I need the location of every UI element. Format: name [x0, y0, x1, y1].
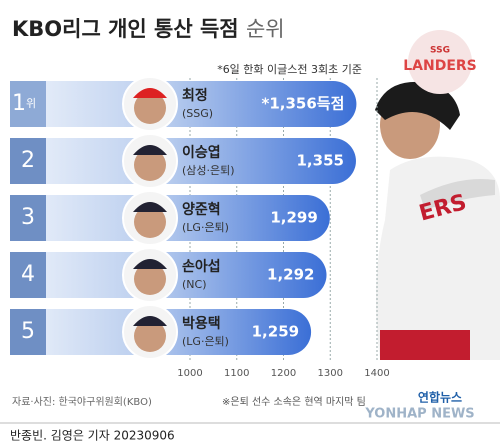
player-team: (SSG): [182, 107, 213, 120]
credit: 반종빈. 김영은 기자 20230906: [10, 429, 175, 443]
player-face: [134, 320, 166, 352]
source: 자료·사진: 한국야구위원회(KBO): [12, 395, 152, 408]
player-name: 박용택: [182, 315, 221, 332]
player-face: [134, 92, 166, 124]
x-tick-label: 1000: [177, 368, 202, 379]
rank-number: 1: [12, 91, 26, 116]
x-tick-label: 1400: [364, 368, 389, 379]
title-suffix: 순위: [246, 17, 285, 41]
rank-label: 1위: [12, 91, 36, 116]
x-tick-label: 1200: [271, 368, 296, 379]
value-label: 1,259: [252, 323, 299, 341]
player-name: 양준혁: [182, 201, 221, 218]
rank-label: 2: [21, 148, 35, 173]
player-name: 이승엽: [182, 144, 221, 161]
value-label: 1,292: [267, 266, 314, 284]
plot: 1000 1100 1200 1300 1400 1위 최정 (SSG) *1,356득점 2 이승…: [10, 76, 390, 379]
team-logo: SSG LANDERS: [403, 30, 477, 94]
value-label: *1,356득점: [262, 95, 345, 113]
rank-box: [10, 309, 46, 355]
title-main: KBO리그 개인 통산 득점: [12, 17, 239, 41]
rank-box: [10, 252, 46, 298]
player-cap: [133, 316, 167, 326]
note: ※은퇴 선수 소속은 현역 마지막 팀: [222, 396, 366, 408]
value-label: 1,299: [270, 209, 317, 227]
player-cap: [133, 259, 167, 269]
rank-label: 4: [21, 262, 35, 287]
player-team: (LG·은퇴): [182, 221, 229, 234]
x-tick-label: 1300: [318, 368, 343, 379]
agency-en: YONHAP NEWS: [364, 407, 474, 422]
logo-top: SSG: [430, 46, 450, 56]
bar: [10, 138, 356, 184]
rank-label: 5: [21, 319, 35, 344]
rank-box: [10, 138, 46, 184]
rank-box: [10, 195, 46, 241]
agency: 연합뉴스: [418, 390, 462, 405]
bar: [10, 81, 357, 127]
player-name: 최정: [182, 87, 208, 104]
player-cap: [133, 202, 167, 212]
player-face: [134, 206, 166, 238]
player-face: [134, 263, 166, 295]
player-team: (삼성·은퇴): [182, 164, 235, 177]
player-cap: [133, 145, 167, 155]
value-label: 1,355: [297, 152, 344, 170]
player-team: (NC): [182, 278, 207, 291]
x-tick-label: 1100: [224, 368, 249, 379]
player-team: (LG·은퇴): [182, 335, 229, 348]
rank-number: 2: [21, 148, 35, 173]
player-cap: [133, 88, 167, 98]
logo-name: LANDERS: [403, 58, 477, 74]
rank-number: 4: [21, 262, 35, 287]
rank-number: 5: [21, 319, 35, 344]
subtitle: *6일 한화 이글스전 3회초 기준: [217, 62, 362, 76]
player-name: 손아섭: [182, 258, 221, 275]
rank-box: [10, 81, 46, 127]
rank-label: 3: [21, 205, 35, 230]
chart-title: KBO리그 개인 통산 득점 순위: [12, 17, 285, 41]
player-face: [134, 149, 166, 181]
player-photo: ERS: [375, 81, 500, 360]
rank-suffix: 위: [26, 97, 36, 110]
rank-number: 3: [21, 205, 35, 230]
